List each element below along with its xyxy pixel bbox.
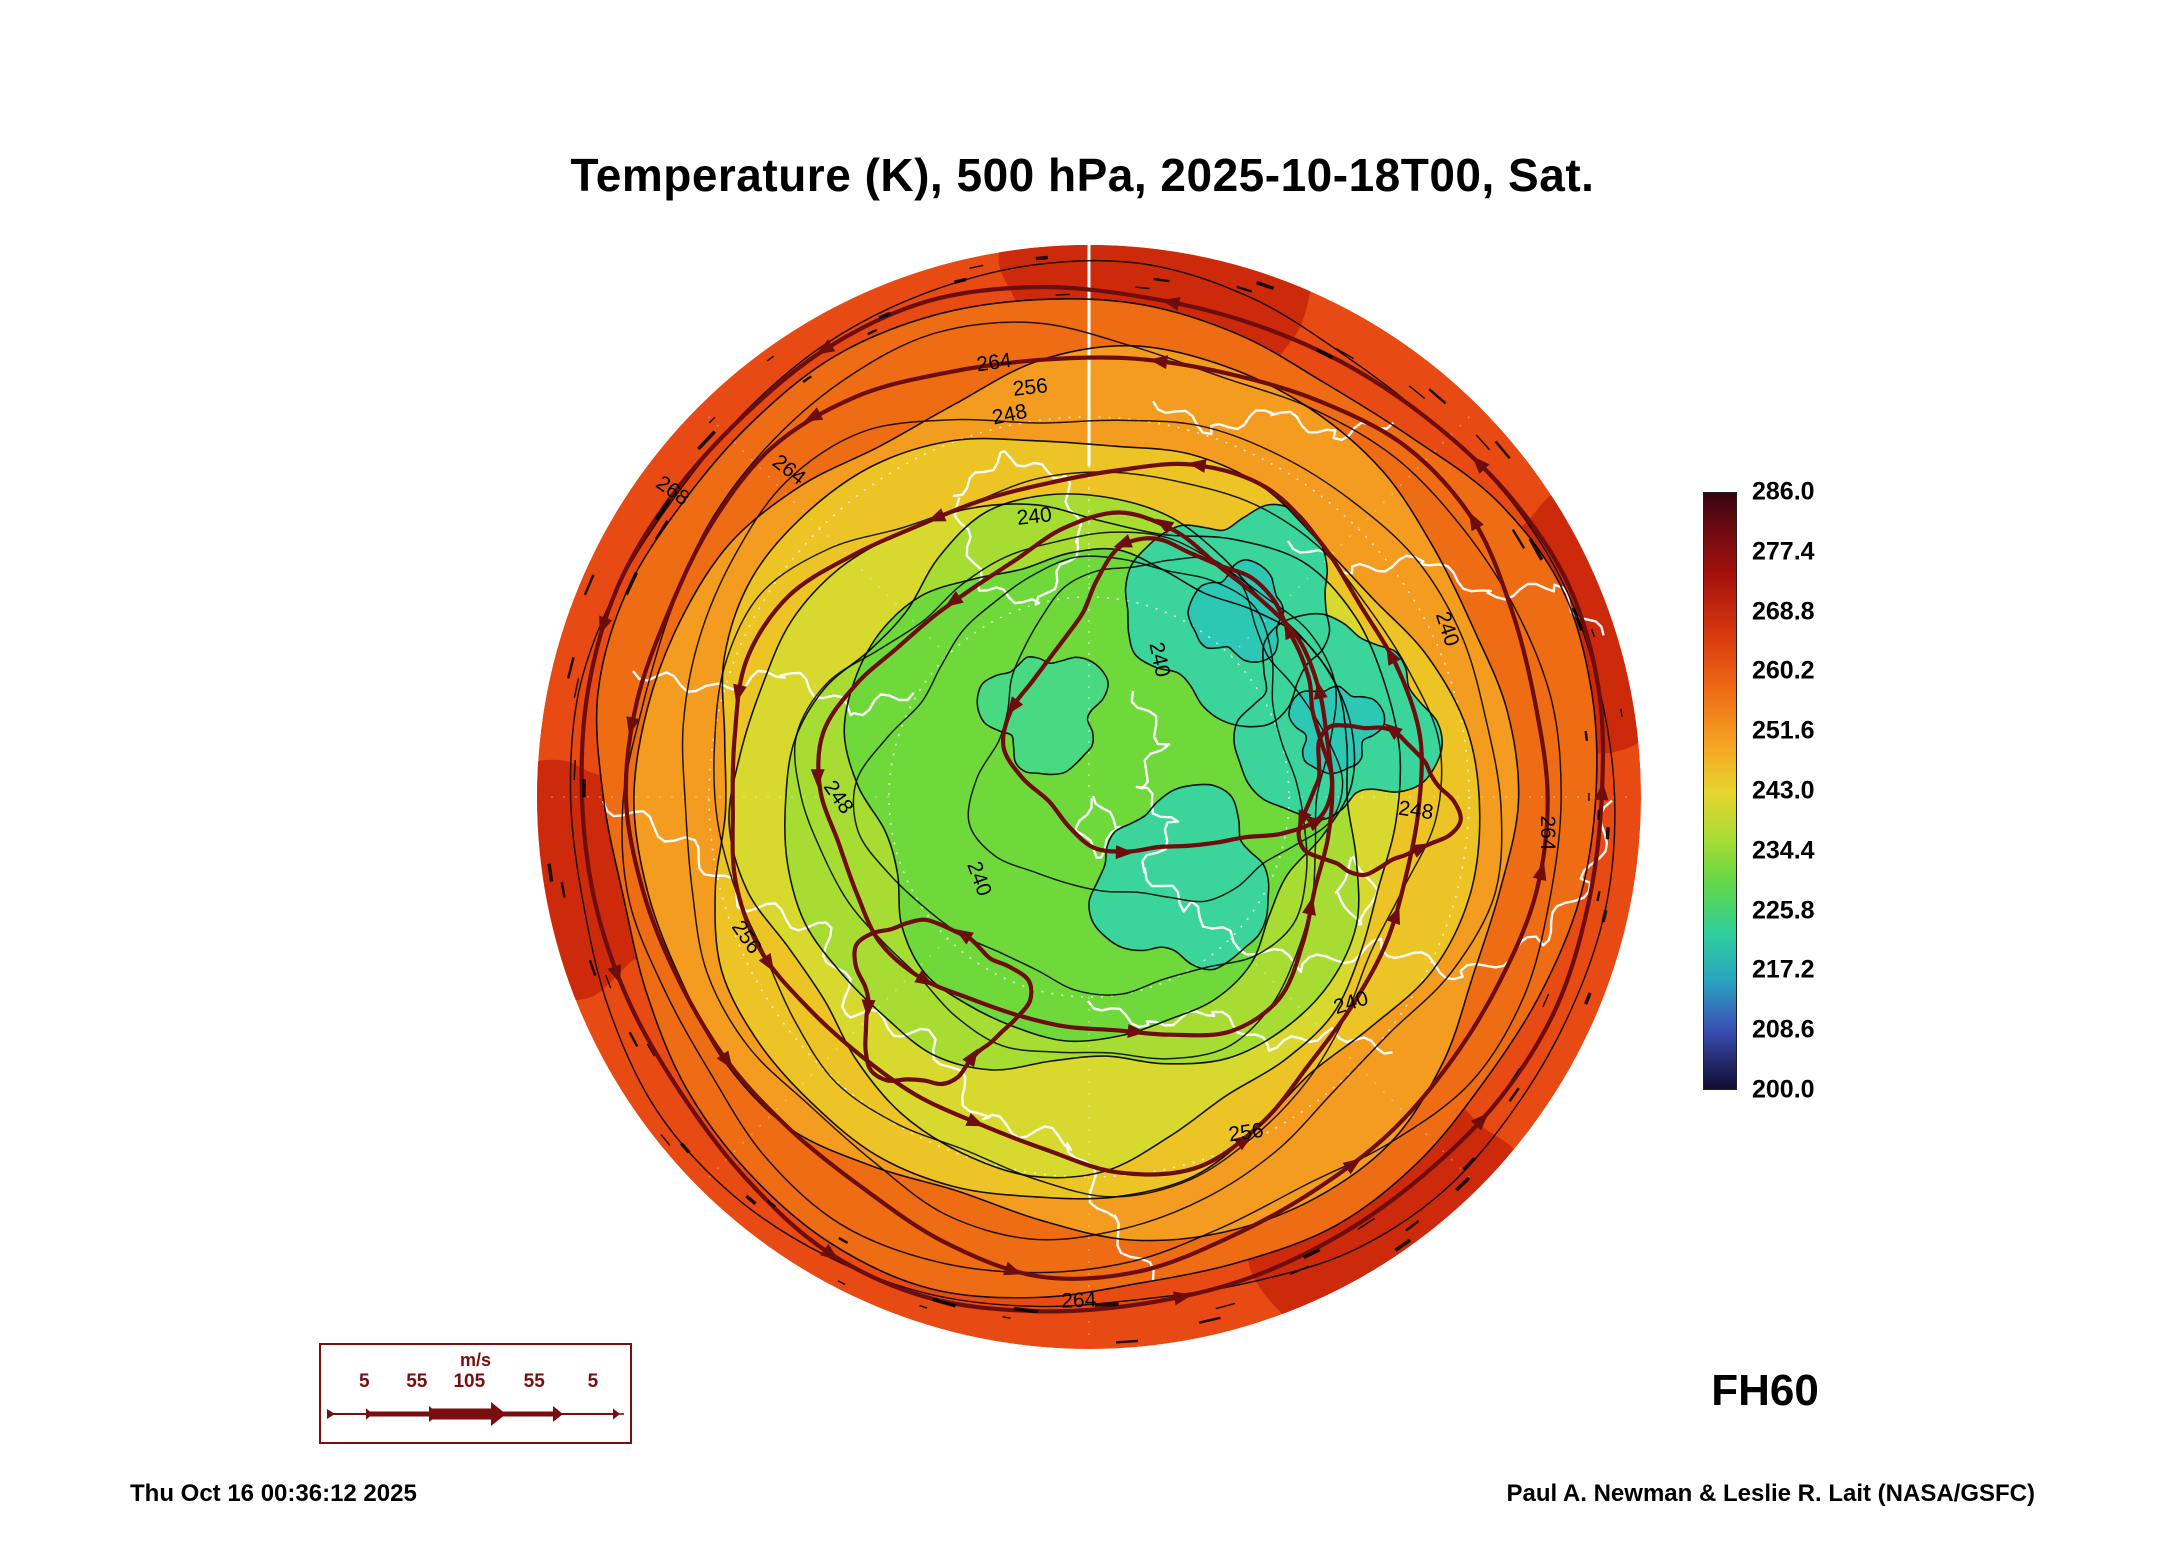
colorbar-tick-label: 200.0: [1752, 1075, 1815, 1104]
colorbar-tick-label: 217.2: [1752, 955, 1815, 984]
wind-speed-value: 5: [587, 1371, 599, 1392]
temperature-map-svg: 2642562482642682402402642482402562642402…: [537, 245, 1641, 1349]
rim-wind-barbs-layer: [547, 255, 1623, 1344]
wind-speed-value: 55: [406, 1371, 428, 1392]
forecast-hour-label: FH60: [1711, 1366, 1819, 1415]
contour-label: 240: [1016, 503, 1053, 530]
contour-label: 264: [1061, 1288, 1097, 1312]
credit-text: Paul A. Newman & Leslie R. Lait (NASA/GS…: [1506, 1480, 2035, 1507]
colorbar-tick-label: 251.6: [1752, 716, 1815, 745]
polar-map: 264 256 248 264 268 240 240 264 248 240 256 264 240 2…: [533, 241, 1645, 1353]
contour-label: 248: [1397, 797, 1435, 825]
colorbar-tick-label: 286.0: [1752, 477, 1815, 506]
wind-speed-value: 5: [358, 1371, 370, 1392]
colorbar-gradient: [1703, 492, 1737, 1090]
colorbar-tick-label: 268.8: [1752, 597, 1815, 626]
colorbar-tick-label: 243.0: [1752, 776, 1815, 805]
wind-arrows-svg: [327, 1402, 624, 1426]
contour-label: 264: [975, 349, 1013, 377]
colorbar-tick-label: 260.2: [1752, 656, 1815, 685]
wind-speeds: 5 55 105 55 5: [321, 1371, 630, 1395]
chart-title: Temperature (K), 500 hPa, 2025-10-18T00,…: [570, 149, 1595, 201]
colorbar-labels: 286.0 277.4 268.8 260.2 251.6 243.0 234.4 225.8…: [1752, 478, 1862, 1104]
streamlines-layer: [579, 284, 1609, 1314]
wind-units-label: m/s: [459, 1350, 492, 1370]
colorbar-tick-label: 225.8: [1752, 896, 1815, 925]
wind-speed-value: 105: [453, 1371, 486, 1392]
colorbar-tick-label: 277.4: [1752, 537, 1815, 566]
contour-label: 256: [1227, 1119, 1265, 1147]
colorbar-tick-label: 234.4: [1752, 836, 1815, 865]
wind-speed-value: 55: [523, 1371, 545, 1392]
contour-label: 264: [1536, 815, 1559, 850]
contour-label: 256: [1012, 374, 1049, 401]
creation-timestamp: Thu Oct 16 00:36:12 2025: [130, 1480, 417, 1507]
colorbar-tick-label: 208.6: [1752, 1015, 1815, 1044]
map-layers: 2642562482642682402402642482402562642402…: [537, 245, 1641, 1349]
contour-lines-layer: [569, 259, 1616, 1308]
wind-speed-legend: m/s 5 55 105 55 5: [319, 1343, 632, 1444]
